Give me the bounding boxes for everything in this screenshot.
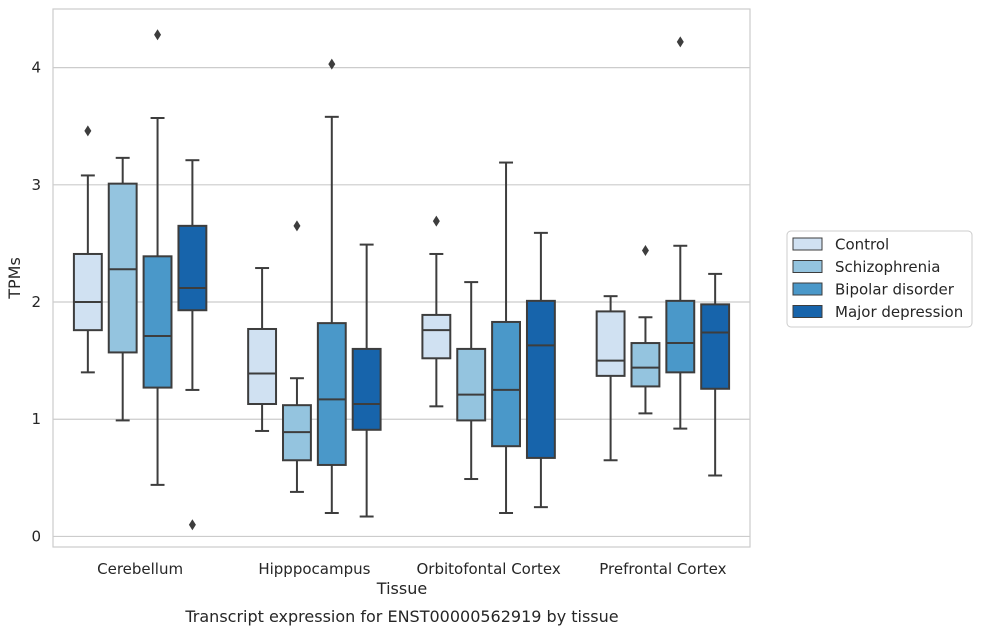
x-tick-label: Orbitofontal Cortex	[417, 560, 561, 578]
box	[491, 320, 521, 448]
box	[525, 299, 556, 459]
outlier-point	[641, 244, 649, 256]
plot-frame	[52, 8, 751, 548]
legend-label: Schizophrenia	[835, 258, 940, 276]
legend-item: Major depression	[792, 303, 963, 321]
outlier-point	[293, 220, 301, 232]
y-tick-label: 0	[31, 527, 41, 545]
box	[595, 310, 626, 377]
box-group	[421, 215, 452, 408]
legend-label: Control	[835, 236, 889, 254]
box	[247, 327, 278, 406]
box-group	[700, 272, 731, 477]
box-plot-area	[72, 29, 731, 531]
legend-swatch	[792, 282, 823, 296]
outlier-point	[432, 215, 440, 227]
box-group	[525, 231, 556, 509]
box-group	[316, 58, 347, 515]
box	[456, 347, 487, 422]
box	[177, 224, 208, 312]
box-group	[456, 281, 487, 481]
legend-frame	[786, 230, 973, 328]
box	[700, 303, 731, 390]
box-group	[595, 295, 626, 462]
box	[665, 299, 696, 374]
box-group	[491, 161, 521, 515]
legend-swatch	[792, 237, 823, 251]
legend-label: Bipolar disorder	[835, 281, 955, 299]
box	[316, 322, 347, 466]
y-tick-label: 1	[31, 410, 41, 428]
box	[142, 255, 173, 389]
box-group	[72, 125, 103, 374]
box-group	[351, 243, 382, 518]
legend-swatch	[792, 305, 823, 318]
legend: Control Schizophrenia Bipolar disorder Majo…	[786, 230, 973, 328]
box-group	[247, 267, 278, 432]
y-tick-label: 3	[31, 176, 41, 194]
box-group	[177, 159, 208, 531]
box-group	[665, 36, 696, 430]
box	[107, 182, 138, 354]
legend-item: Schizophrenia	[792, 258, 940, 276]
legend-item: Bipolar disorder	[792, 281, 955, 299]
outlier-point	[676, 36, 684, 48]
chart-caption: Transcript expression for ENST0000056291…	[184, 607, 618, 626]
outlier-point	[188, 519, 196, 531]
box-group	[630, 244, 661, 415]
legend-swatch	[792, 260, 823, 273]
x-tick-label: Prefrontal Cortex	[599, 560, 726, 578]
legend-item: Control	[792, 236, 889, 254]
x-axis-label: Tissue	[376, 579, 427, 598]
box-group	[142, 29, 173, 486]
box	[421, 313, 452, 360]
y-tick-label: 2	[31, 293, 41, 311]
y-axis-ticks: 0 1 2 3 4	[31, 59, 41, 546]
outlier-point	[154, 29, 162, 41]
box-group	[107, 156, 138, 422]
box-group	[282, 220, 312, 493]
x-axis-ticks: Cerebellum Hipppocampus Orbitofontal Corte…	[97, 560, 726, 578]
outlier-point	[328, 58, 336, 70]
box	[630, 342, 661, 388]
y-tick-label: 4	[31, 59, 41, 77]
box	[72, 252, 103, 332]
x-tick-label: Hipppocampus	[258, 560, 370, 578]
outlier-point	[84, 125, 92, 137]
box	[351, 347, 382, 431]
y-axis-label: TPMs	[5, 257, 24, 300]
x-tick-label: Cerebellum	[97, 560, 183, 578]
legend-label: Major depression	[835, 303, 963, 321]
